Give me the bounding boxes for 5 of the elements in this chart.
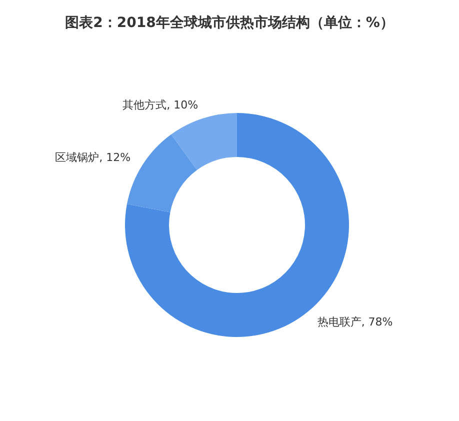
chart-title: 图表2：2018年全球城市供热市场结构（单位：%）: [64, 14, 395, 32]
slice-label: 其他方式, 10%: [122, 98, 198, 112]
slice-label: 区域锅炉, 12%: [55, 150, 131, 164]
slice-label: 热电联产, 78%: [317, 316, 393, 329]
donut-slice: [171, 113, 237, 170]
